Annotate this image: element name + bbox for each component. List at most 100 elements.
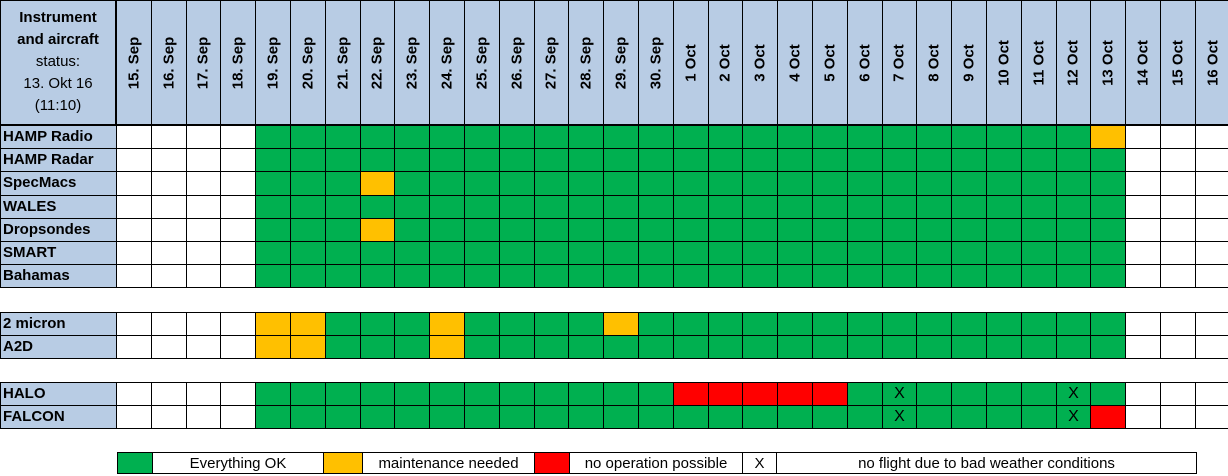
bad-weather-mark: X [1055, 382, 1092, 407]
status-cell [881, 194, 918, 219]
status-cell [638, 125, 674, 150]
status-cell [1194, 241, 1228, 266]
status-cell [1055, 217, 1092, 242]
status-cell [951, 405, 987, 430]
instrument-label: SMART [0, 241, 117, 266]
date-column-header: 19. Sep [255, 0, 291, 125]
status-cell [150, 217, 187, 242]
status-cell [498, 194, 535, 219]
status-cell [916, 194, 953, 219]
status-cell [951, 194, 987, 219]
status-cell [846, 312, 883, 337]
legend-x-swatch: X [742, 452, 777, 474]
status-cell [255, 171, 291, 196]
status-cell [1055, 312, 1092, 337]
status-cell [1160, 171, 1196, 196]
status-cell [812, 217, 848, 242]
status-cell [742, 264, 779, 289]
date-label: 16. Sep [160, 36, 178, 89]
status-cell [324, 171, 361, 196]
status-cell [881, 241, 918, 266]
status-cell [916, 148, 953, 173]
status-cell [603, 382, 639, 407]
status-cell [881, 335, 918, 360]
status-cell [951, 241, 987, 266]
status-cell [464, 148, 500, 173]
status-cell [1020, 264, 1057, 289]
status-cell [986, 312, 1022, 337]
status-cell [603, 335, 639, 360]
status-cell [846, 217, 883, 242]
instrument-label: HALO [0, 382, 117, 407]
status-cell [324, 264, 361, 289]
status-cell [603, 241, 639, 266]
status-cell [116, 171, 152, 196]
status-cell [150, 382, 187, 407]
status-cell [603, 171, 639, 196]
status-cell [150, 125, 187, 150]
status-cell [568, 125, 605, 150]
status-cell [290, 125, 326, 150]
status-cell [707, 312, 744, 337]
status-cell [916, 125, 953, 150]
status-cell [533, 217, 570, 242]
date-label: 9 Oct [960, 43, 978, 82]
status-cell [846, 125, 883, 150]
status-cell [359, 382, 396, 407]
instrument-label: FALCON [0, 405, 117, 430]
status-cell [672, 241, 709, 266]
date-column-header: 20. Sep [290, 0, 326, 125]
status-cell [116, 241, 152, 266]
title-line3: status: [35, 53, 81, 70]
date-label: 21. Sep [334, 36, 352, 89]
status-cell [429, 125, 465, 150]
date-column-header: 13 Oct [1090, 0, 1127, 125]
date-column-header: 15. Sep [116, 0, 152, 125]
status-cell [185, 264, 222, 289]
status-cell [916, 264, 953, 289]
date-column-header: 23. Sep [394, 0, 431, 125]
status-cell [1090, 194, 1127, 219]
status-cell [568, 194, 605, 219]
status-cell [951, 335, 987, 360]
status-cell [1194, 125, 1228, 150]
date-column-header: 28. Sep [568, 0, 605, 125]
status-cell [464, 171, 500, 196]
legend-ok-label: Everything OK [152, 452, 324, 474]
status-cell [638, 382, 674, 407]
status-cell [429, 382, 465, 407]
status-cell [359, 405, 396, 430]
status-cell [324, 148, 361, 173]
date-label: 15. Sep [125, 36, 143, 89]
status-cell [742, 148, 779, 173]
bad-weather-mark: X [1055, 405, 1092, 430]
status-cell [1090, 264, 1127, 289]
legend-noop-label: no operation possible [569, 452, 743, 474]
status-cell [290, 335, 326, 360]
status-cell [394, 312, 431, 337]
status-cell [220, 148, 257, 173]
status-cell [150, 405, 187, 430]
status-cell [394, 148, 431, 173]
instrument-label: 2 micron [0, 312, 117, 337]
status-cell [150, 148, 187, 173]
status-cell [1194, 335, 1228, 360]
status-cell [916, 335, 953, 360]
date-column-header: 17. Sep [185, 0, 222, 125]
status-cell [429, 241, 465, 266]
status-cell [116, 382, 152, 407]
date-column-header: 7 Oct [881, 0, 918, 125]
date-label: 19. Sep [264, 36, 282, 89]
status-cell [777, 148, 813, 173]
status-cell [324, 217, 361, 242]
status-cell [1055, 125, 1092, 150]
status-cell [812, 125, 848, 150]
date-column-header: 6 Oct [846, 0, 883, 125]
status-cell [185, 148, 222, 173]
status-cell [324, 194, 361, 219]
status-cell [1125, 171, 1161, 196]
status-cell [916, 405, 953, 430]
status-cell [812, 171, 848, 196]
status-cell [603, 125, 639, 150]
